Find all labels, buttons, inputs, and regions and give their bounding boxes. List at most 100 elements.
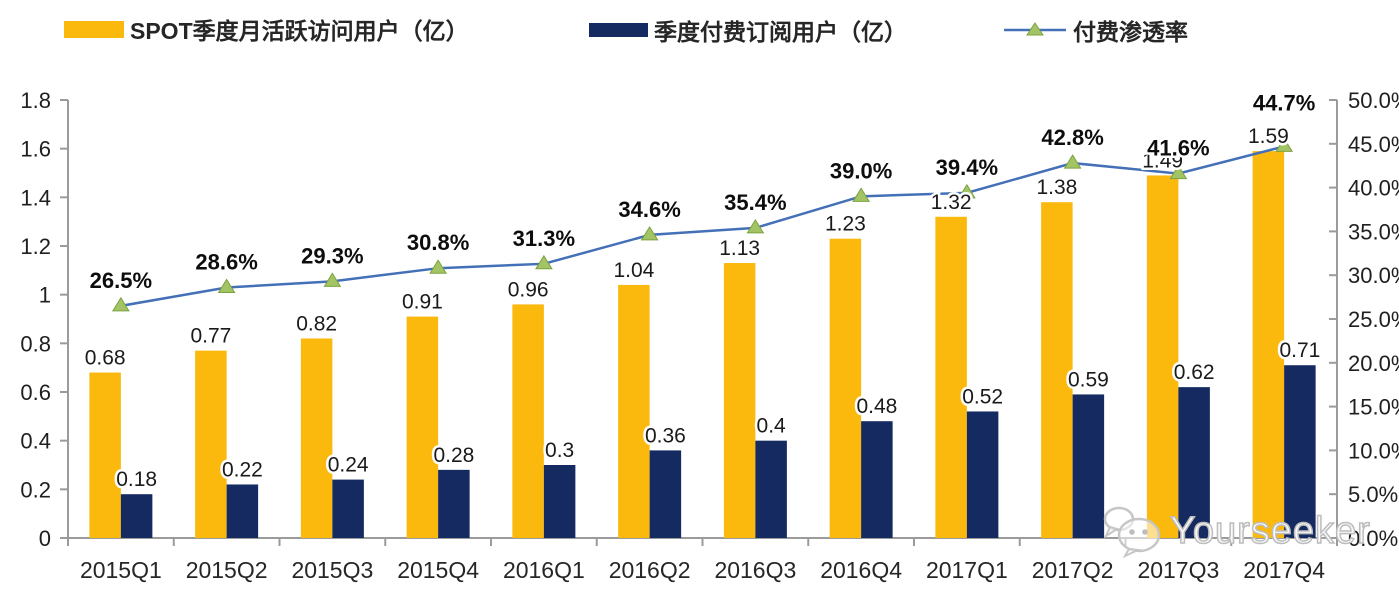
legend-label-mau: SPOT季度月活跃访问用户（亿） [130,18,469,44]
penetration-label-2017Q3: 41.6% [1147,136,1209,161]
x-tick-label: 2017Q1 [926,557,1008,583]
penetration-marker-2017Q3 [1169,164,1188,180]
penetration-label-2017Q4: 44.7% [1253,90,1315,115]
bar-subscribers-2016Q1 [543,465,576,538]
penetration-label-2015Q2: 28.6% [195,249,257,274]
bar-subscribers-2016Q4 [861,421,893,538]
legend-swatch-subscribers-icon [589,23,648,37]
y-axis-left-tick-label: 0.2 [20,477,51,502]
bar-label-mau-2015Q2: 0.77 [190,325,231,348]
penetration-marker-2016Q2 [640,225,659,241]
x-tick-label: 2016Q2 [609,557,691,583]
bar-label-mau-2016Q2: 1.04 [613,259,654,282]
legend-label-subscribers: 季度付费订阅用户（亿） [654,19,907,45]
bar-mau-2015Q1 [89,372,121,538]
bar-label-mau-2017Q3: 1.49 [1142,149,1183,172]
bar-label-mau-2016Q1: 0.96 [508,278,549,301]
bar-mau-2015Q2 [195,350,227,538]
legend-swatch-mau-icon [64,20,124,38]
bar-label-mau-2017Q2: 1.38 [1036,176,1077,199]
bar-label-subscribers-2015Q3: 0.24 [328,454,369,477]
x-tick-label: 2015Q1 [80,557,162,583]
bar-label-mau-2015Q1: 0.68 [85,347,126,370]
penetration-label-2016Q3: 35.4% [724,190,786,215]
y-axis-left-tick-label: 1.8 [20,88,51,113]
y-axis-left-tick-label: 0 [39,526,51,551]
x-tick-label: 2017Q4 [1243,557,1325,583]
watermark: Yourseeker [1100,504,1371,558]
penetration-marker-2016Q1 [534,254,553,270]
penetration-label-2016Q1: 31.3% [513,226,575,251]
bar-subscribers-2017Q1 [966,411,999,538]
bar-label-mau-2017Q4: 1.59 [1248,125,1289,148]
x-tick-label: 2017Q3 [1137,557,1219,583]
penetration-marker-2015Q3 [323,272,342,287]
bar-label-subscribers-2016Q2: 0.36 [645,424,686,447]
legend-line-marker-icon [1004,22,1066,36]
bar-subscribers-2015Q3 [332,479,364,538]
bar-mau-2016Q2 [618,284,650,538]
bar-label-subscribers-2016Q4: 0.48 [856,395,897,418]
y-axis-right-tick-label: 5.0% [1348,482,1398,507]
penetration-marker-2016Q3 [746,218,765,234]
penetration-label-2016Q4: 39.0% [830,158,892,183]
bar-label-mau-2015Q3: 0.82 [296,312,337,335]
penetration-marker-2017Q1 [957,183,976,199]
y-axis-right-tick-label: 35.0% [1348,219,1399,244]
bar-subscribers-2015Q2 [226,484,259,538]
legend-item-penetration: 付费渗透率 [1003,15,1188,45]
y-axis-left-tick-label: 0.8 [20,331,51,356]
bar-label-subscribers-2015Q1: 0.18 [116,468,157,491]
x-tick-label: 2016Q4 [820,557,902,583]
x-tick-label: 2015Q2 [186,557,268,583]
bar-label-mau-2015Q4: 0.91 [402,291,443,314]
y-axis-left-tick-label: 1.4 [20,185,51,210]
bar-label-subscribers-2017Q4: 0.71 [1279,339,1320,362]
bar-label-subscribers-2016Q1: 0.3 [545,439,574,462]
bar-mau-2017Q4 [1252,151,1285,538]
bar-label-subscribers-2017Q3: 0.62 [1174,361,1215,384]
penetration-marker-2015Q2 [217,278,236,293]
y-axis-left-tick-label: 1.2 [20,234,51,259]
x-tick-label: 2017Q2 [1032,557,1114,583]
bar-label-subscribers-2017Q2: 0.59 [1068,368,1109,391]
penetration-label-2017Q1: 39.4% [936,155,998,180]
bar-label-mau-2016Q4: 1.23 [825,213,866,236]
bar-subscribers-2016Q3 [755,440,787,538]
y-axis-left-tick-label: 1.6 [20,137,51,162]
y-axis-right-tick-label: 0.0% [1348,526,1398,551]
bar-subscribers-2017Q3 [1178,387,1210,538]
bar-label-subscribers-2015Q2: 0.22 [222,458,263,481]
penetration-marker-2017Q2 [1063,154,1082,169]
penetration-marker-2016Q4 [852,187,871,202]
bar-subscribers-2016Q2 [649,450,682,538]
y-axis-right-tick-label: 20.0% [1348,351,1399,376]
penetration-label-2016Q2: 34.6% [618,197,680,222]
bar-subscribers-2015Q4 [438,469,470,538]
penetration-label-2015Q1: 26.5% [90,268,152,293]
bar-subscribers-2015Q1 [120,494,153,538]
y-axis-left-tick-label: 1 [39,283,51,308]
bar-mau-2015Q4 [406,316,439,538]
bar-mau-2015Q3 [300,338,333,538]
bar-subscribers-2017Q4 [1284,365,1316,538]
x-tick-label: 2016Q3 [714,557,796,583]
bar-mau-2016Q3 [723,263,756,538]
x-tick-label: 2015Q3 [291,557,373,583]
y-axis-right-tick-label: 40.0% [1348,176,1399,201]
penetration-line [120,145,1285,308]
bar-label-subscribers-2015Q4: 0.28 [433,444,474,467]
penetration-label-2015Q4: 30.8% [407,230,469,255]
bar-mau-2016Q4 [829,238,862,538]
bar-mau-2017Q2 [1041,202,1073,538]
legend-item-mau: SPOT季度月活跃访问用户（亿） [64,14,469,44]
y-axis-right-tick-label: 50.0% [1348,88,1399,113]
bar-mau-2016Q1 [512,304,544,538]
legend-label-penetration: 付费渗透率 [1073,19,1188,45]
penetration-marker-2015Q1 [111,296,130,312]
bar-label-mau-2016Q3: 1.13 [719,237,760,260]
y-axis-right-tick-label: 10.0% [1348,438,1399,463]
x-tick-label: 2015Q4 [397,557,479,583]
legend-marker-sample-icon [1026,22,1044,36]
